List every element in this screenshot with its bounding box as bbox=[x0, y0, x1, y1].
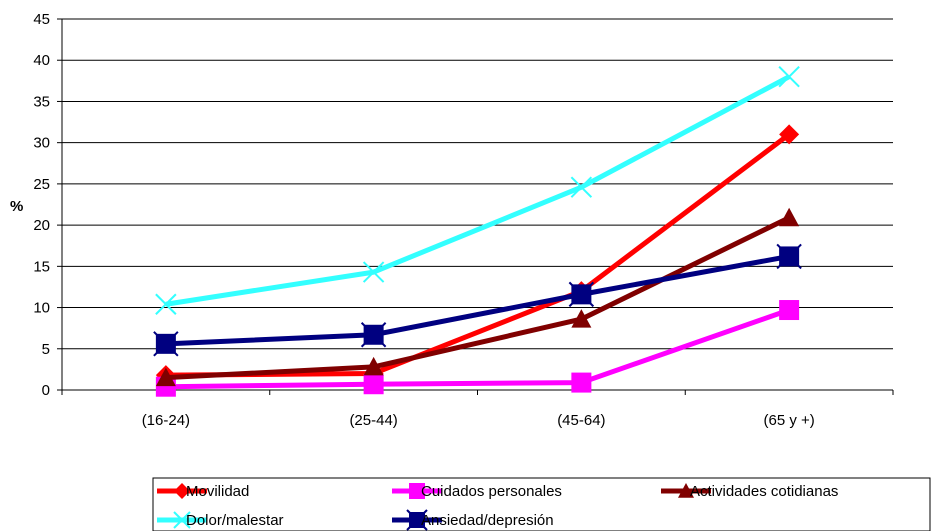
y-tick-label: 0 bbox=[42, 382, 50, 399]
y-tick-labels: 0 5 10 15 20 25 30 35 40 45 bbox=[33, 11, 50, 399]
series-2 bbox=[155, 207, 800, 387]
marker-stroke bbox=[360, 322, 387, 348]
legend-label: Actividades cotidianas bbox=[690, 483, 838, 500]
legend-swatch-marker bbox=[173, 511, 191, 529]
data-point bbox=[779, 300, 800, 321]
series-1 bbox=[155, 300, 800, 397]
y-tick-label: 30 bbox=[33, 135, 50, 152]
marker-stroke bbox=[568, 281, 595, 308]
series-line bbox=[165, 74, 791, 307]
data-point bbox=[779, 124, 800, 145]
data-point bbox=[778, 66, 800, 88]
legend-label: Ansiedad/depresión bbox=[421, 512, 554, 529]
marker-stroke bbox=[173, 511, 191, 529]
data-point bbox=[363, 356, 384, 376]
gridlines bbox=[62, 18, 893, 350]
legend-swatch-marker bbox=[406, 509, 428, 531]
legend: Movilidad Cuidados personales Actividades … bbox=[152, 477, 931, 531]
legend-label: Dolor/malestar bbox=[186, 512, 284, 529]
y-tick-label: 25 bbox=[33, 176, 50, 193]
y-axis-label: % bbox=[10, 198, 23, 215]
data-point bbox=[155, 293, 177, 315]
x-tick-label: (45-64) bbox=[557, 412, 605, 429]
series-3 bbox=[155, 66, 800, 315]
data-point bbox=[571, 372, 592, 393]
legend-item: Ansiedad/depresión bbox=[392, 509, 554, 531]
legend-label: Cuidados personales bbox=[421, 483, 562, 500]
data-point bbox=[363, 374, 384, 395]
marker-stroke bbox=[776, 243, 802, 270]
legend-box bbox=[152, 477, 931, 531]
legend-swatch-marker bbox=[174, 483, 190, 499]
y-tick-label: 15 bbox=[33, 258, 50, 275]
data-point bbox=[779, 207, 800, 227]
x-tick-label: (16-24) bbox=[142, 412, 190, 429]
marker-stroke bbox=[155, 293, 177, 315]
axes bbox=[57, 18, 894, 395]
legend-item: Dolor/malestar bbox=[157, 511, 284, 529]
legend-item: Movilidad bbox=[157, 483, 249, 500]
marker-stroke bbox=[570, 176, 593, 198]
y-tick-label: 40 bbox=[33, 52, 50, 69]
y-tick-label: 45 bbox=[33, 11, 50, 28]
data-point bbox=[776, 243, 802, 270]
legend-item: Actividades cotidianas bbox=[661, 483, 838, 500]
y-tick-label: 10 bbox=[33, 300, 50, 317]
y-tick-label: 20 bbox=[33, 217, 50, 234]
series-layer bbox=[153, 66, 802, 397]
series-0 bbox=[155, 124, 800, 386]
data-point bbox=[571, 309, 592, 328]
data-point bbox=[155, 367, 176, 387]
marker-stroke bbox=[778, 66, 800, 88]
data-point bbox=[570, 176, 593, 198]
series-line bbox=[165, 215, 791, 381]
data-point bbox=[153, 331, 179, 357]
marker-stroke bbox=[362, 261, 385, 283]
series-4 bbox=[153, 243, 802, 357]
y-tick-label: 35 bbox=[33, 93, 50, 110]
marker-stroke bbox=[406, 509, 428, 531]
x-tick-label: (65 y +) bbox=[763, 412, 814, 429]
series-line bbox=[165, 253, 790, 347]
data-point bbox=[362, 261, 385, 283]
x-tick-label: (25-44) bbox=[349, 412, 397, 429]
marker-stroke bbox=[153, 331, 179, 357]
data-point bbox=[360, 322, 387, 348]
series-line bbox=[165, 307, 790, 390]
legend-label: Movilidad bbox=[186, 483, 249, 500]
legend-item: Cuidados personales bbox=[392, 483, 562, 500]
y-tick-label: 5 bbox=[42, 341, 50, 358]
x-tick-labels: (16-24) (25-44) (45-64) (65 y +) bbox=[142, 412, 815, 429]
legend-swatch-marker bbox=[678, 483, 694, 498]
legend-swatch-marker bbox=[409, 483, 425, 499]
data-point bbox=[568, 281, 595, 308]
